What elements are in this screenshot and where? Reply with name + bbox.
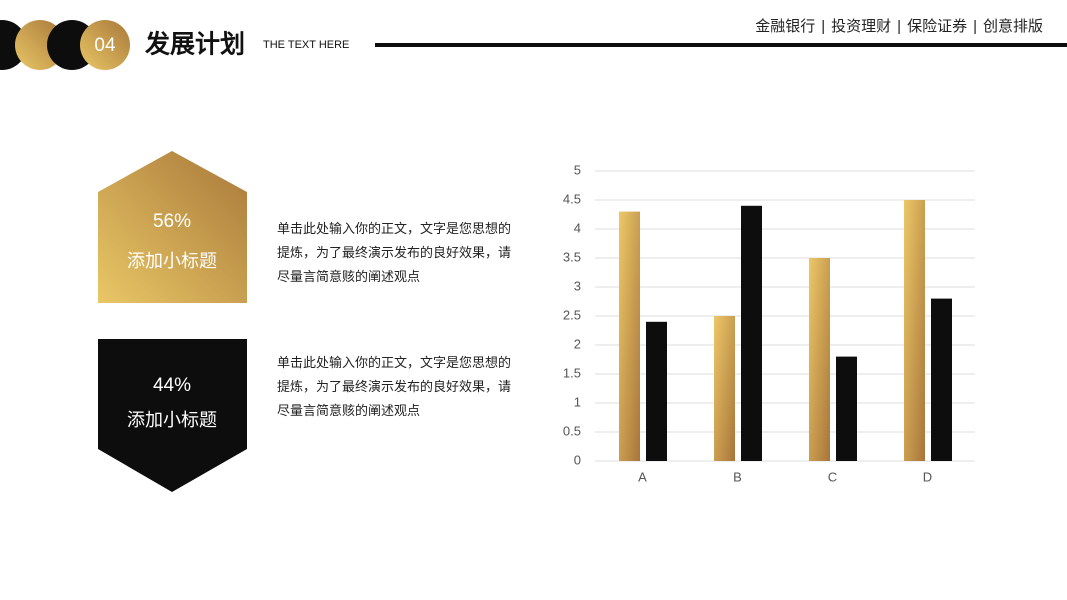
subtitle: THE TEXT HERE — [263, 39, 349, 51]
nav-item: 投资理财 — [831, 18, 891, 35]
bar — [809, 258, 830, 461]
bar — [646, 321, 667, 461]
y-tick-label: 1 — [574, 394, 581, 409]
section-number: 04 — [94, 35, 116, 56]
nav-item: 保险证券 — [907, 18, 967, 35]
y-tick-label: 2 — [574, 336, 581, 351]
bar — [836, 356, 857, 461]
nav-separator: | — [897, 18, 901, 35]
bar — [741, 205, 762, 461]
bar — [714, 316, 735, 461]
bar — [931, 298, 952, 461]
card-label: 添加小标题 — [127, 410, 217, 430]
title: 发展计划 — [144, 30, 245, 59]
x-tick-label: A — [638, 469, 647, 484]
y-tick-label: 4.5 — [563, 191, 581, 206]
nav-item: 金融银行 — [755, 18, 815, 35]
y-tick-label: 0 — [574, 452, 581, 467]
card-percent: 44% — [153, 375, 191, 396]
card-shape — [98, 151, 247, 303]
card-text: 单击此处输入你的正文，文字是您思想的提炼，为了最终演示发布的良好效果，请尽量言简… — [277, 221, 512, 284]
bar — [619, 211, 640, 461]
y-tick-label: 3.5 — [563, 249, 581, 264]
nav: 金融银行 | 投资理财 | 保险证券 | 创意排版 — [755, 17, 1043, 35]
y-tick-label: 3 — [574, 278, 581, 293]
y-tick-label: 2.5 — [563, 307, 581, 322]
card-percent: 56% — [153, 211, 191, 232]
y-tick-label: 1.5 — [563, 365, 581, 380]
card-label: 添加小标题 — [127, 251, 217, 271]
bar — [904, 200, 925, 461]
y-tick-label: 0.5 — [563, 423, 581, 438]
x-tick-label: B — [733, 469, 742, 484]
x-tick-label: C — [828, 469, 837, 484]
x-tick-label: D — [923, 469, 932, 484]
card-text: 单击此处输入你的正文，文字是您思想的提炼，为了最终演示发布的良好效果，请尽量言简… — [277, 355, 512, 418]
y-tick-label: 4 — [574, 220, 581, 235]
nav-item: 创意排版 — [983, 17, 1043, 35]
y-tick-label: 5 — [574, 162, 581, 177]
deco-circle — [80, 20, 130, 70]
nav-separator: | — [973, 18, 977, 35]
card-shape — [98, 339, 247, 492]
chart: 0 0.5 1 1.5 2 2.5 3 3.5 4 4.5 5 A B C D — [563, 162, 975, 484]
nav-separator: | — [821, 18, 825, 35]
